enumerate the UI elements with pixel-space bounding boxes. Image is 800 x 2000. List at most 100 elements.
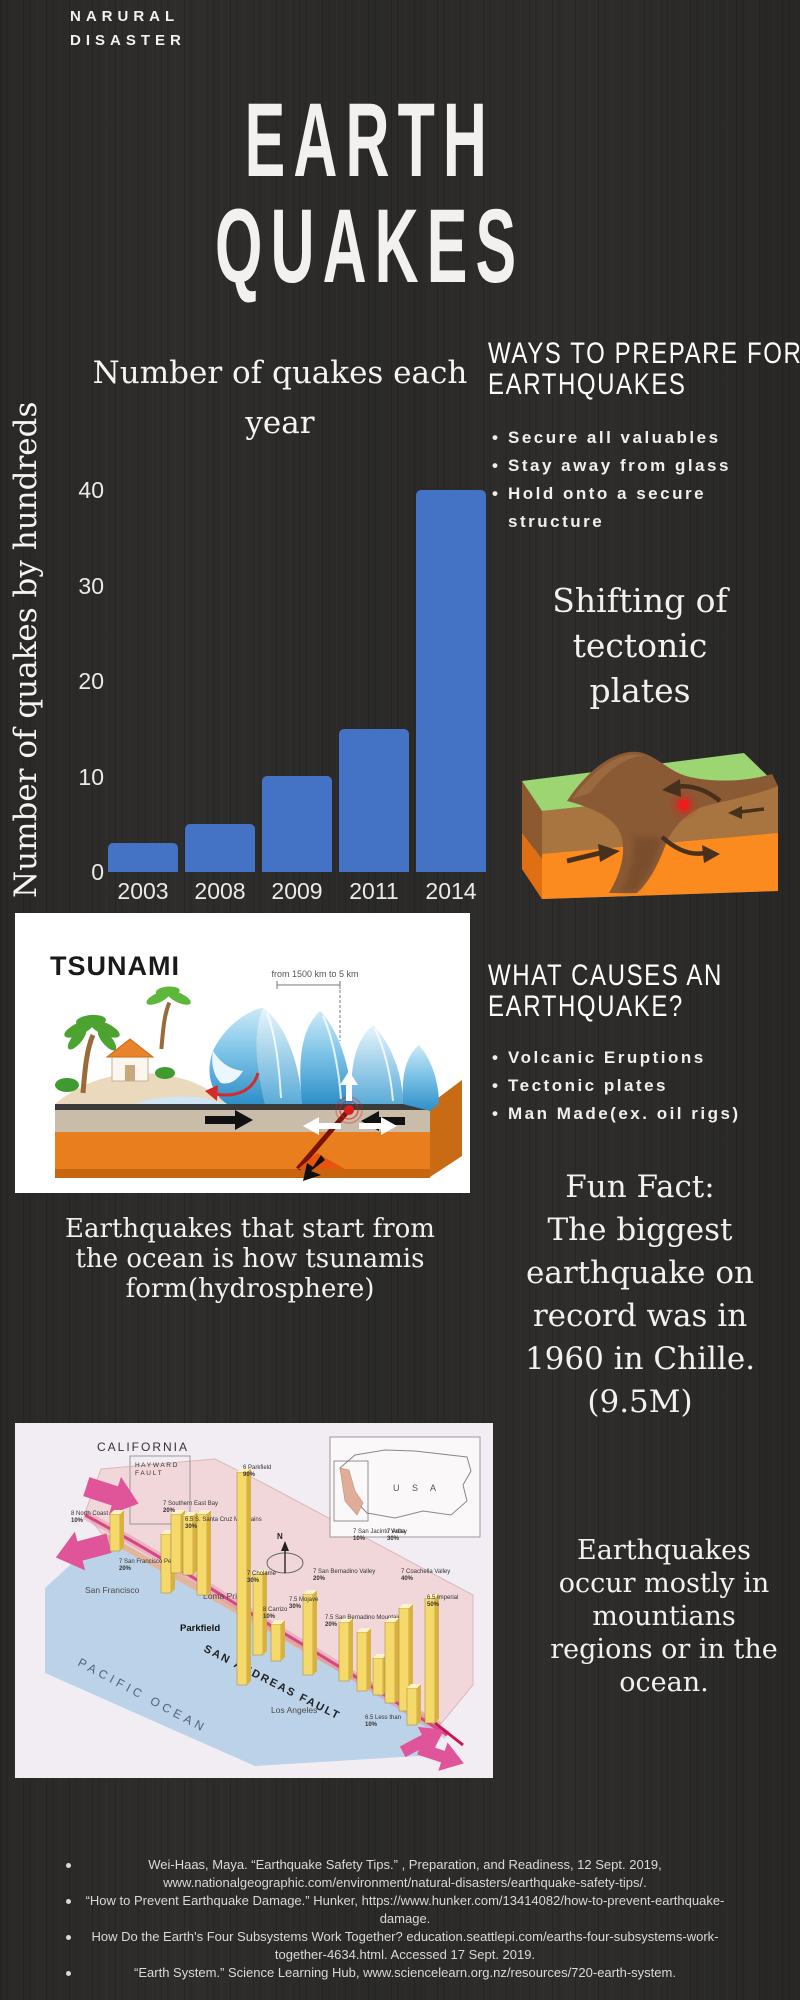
- eyebrow-label: NARURAL DISASTER: [70, 5, 186, 53]
- list-item: • Secure all valuables: [492, 424, 800, 452]
- hayward-fault-label2: F A U L T: [135, 1470, 162, 1477]
- x-tick-label: 2011: [349, 878, 399, 904]
- crust-line: [55, 1104, 430, 1110]
- y-tick-label: 20: [78, 668, 104, 694]
- map-site-label: 7 Coachella Valley 40%: [401, 1569, 450, 1582]
- shrub: [55, 1067, 175, 1092]
- x-tick-label: 2003: [117, 878, 169, 904]
- map-probability-bar: [109, 1510, 124, 1552]
- citation: “How to Prevent Earthquake Damage.” Hunk…: [60, 1892, 750, 1928]
- map-probability-bar: [270, 1620, 285, 1662]
- inset-california: [339, 1467, 364, 1516]
- map-probability-bar: [236, 1468, 251, 1686]
- list-item: • Volcanic Eruptions: [492, 1044, 800, 1072]
- map-bars: 8 North Coast 10% 7 San Francisco Peninsul…: [71, 1465, 458, 1728]
- house-door: [125, 1065, 135, 1081]
- y-axis-title: Number of quakes by hundreds: [8, 401, 44, 898]
- foam-lines: [266, 1012, 394, 1102]
- city-label-sf: San Francisco: [85, 1585, 140, 1595]
- eyebrow-line2: DISASTER: [70, 32, 186, 49]
- list-item: • Stay away from glass: [492, 452, 800, 480]
- city-label-la: Los Angeles: [271, 1705, 317, 1715]
- map-site-label: 7.5 San Bernadino Mountains 20%: [325, 1615, 404, 1628]
- hayward-fault-label1: H A Y W A R D: [135, 1462, 178, 1469]
- prepare-heading: WAYS TO PREPARE FOR EARTHQUAKES: [488, 337, 800, 401]
- plate-motion-arrows: [566, 779, 765, 864]
- map-probability-bar: [196, 1510, 211, 1596]
- x-tick-label: 2009: [271, 878, 323, 904]
- page-title: EARTH QUAKES: [0, 88, 740, 300]
- map-title: CALIFORNIA: [97, 1440, 189, 1454]
- map-site-label: 7.5 Mojave 30%: [289, 1597, 319, 1610]
- bullet-icon: •: [492, 484, 501, 503]
- map-site-label: 7 San Francisco Peninsula 20%: [119, 1559, 191, 1572]
- mantle-layer: [55, 1132, 430, 1169]
- chart-title: Number of quakes each year: [92, 355, 468, 441]
- bar-2008: [185, 824, 255, 872]
- map-site-label: 8 Carrizo 10%: [263, 1607, 288, 1620]
- block-left-face-lower: [522, 833, 542, 899]
- bullet-icon: [66, 1899, 71, 1904]
- compass-n-label: N: [277, 1532, 283, 1541]
- mountains-note: Earthquakes occur mostly in mountians re…: [550, 1535, 778, 1698]
- list-item: • Hold onto a secure structure: [492, 480, 800, 536]
- california-map-figure: PACIFIC OCEAN SAN ANDREAS FAULT CALIFORN…: [15, 1423, 493, 1778]
- tsunami-figure: TSUNAMI from 1500 km to 5 km: [15, 913, 470, 1193]
- x-tick-label: 2008: [194, 878, 246, 904]
- map-site-label: 7 Southern East Bay 20%: [163, 1501, 218, 1514]
- palm-tree: [64, 1014, 120, 1094]
- map-probability-bar: [302, 1590, 317, 1676]
- map-probability-bar: [424, 1594, 439, 1724]
- bullet-icon: •: [492, 1076, 501, 1095]
- wave-ridge: [255, 1008, 302, 1104]
- tsunami-label: TSUNAMI: [50, 951, 180, 981]
- bar-2014: [416, 490, 486, 872]
- hayward-fault-box: [129, 1455, 191, 1525]
- list-item: • Man Made(ex. oil rigs): [492, 1100, 800, 1128]
- bullet-icon: •: [492, 456, 501, 475]
- bullet-icon: •: [492, 1104, 501, 1123]
- beach: [55, 1073, 227, 1104]
- bar-2003: [108, 843, 178, 872]
- eyebrow-line1: NARURAL: [70, 8, 180, 25]
- map-site-label: 6.5 S. Santa Cruz Mountains 30%: [185, 1517, 262, 1530]
- map-probability-bar: [338, 1618, 353, 1682]
- bar-2011: [339, 729, 409, 872]
- tectonic-plates-illustration: [522, 751, 778, 899]
- tsunami-caption: Earthquakes that start from the ocean is…: [65, 1214, 435, 1304]
- causes-heading: WHAT CAUSES AN EARTHQUAKE?: [488, 959, 723, 1023]
- citations-list: Wei-Haas, Maya. “Earthquake Safety Tips.…: [60, 1856, 750, 1982]
- california-map-illustration: PACIFIC OCEAN SAN ANDREAS FAULT CALIFORN…: [15, 1423, 493, 1778]
- drawback-water: [135, 1096, 227, 1104]
- house-roof: [105, 1038, 155, 1058]
- epicenter-dot: [344, 1105, 354, 1115]
- bullet-icon: •: [492, 428, 501, 447]
- y-tick-label: 40: [78, 477, 104, 503]
- map-site-label: 7 Cholame 30%: [247, 1571, 277, 1584]
- plate-ridge: [572, 754, 644, 799]
- citation: Wei-Haas, Maya. “Earthquake Safety Tips.…: [60, 1856, 750, 1892]
- spreading-arrows: [303, 1071, 397, 1135]
- subducting-plate: [567, 751, 778, 893]
- causes-list: • Volcanic Eruptions • Tectonic plates • Ma…: [492, 1044, 800, 1128]
- bullet-icon: [66, 1971, 71, 1976]
- map-probability-bar: [356, 1628, 371, 1692]
- wavelength-annotation: from 1500 km to 5 km: [271, 969, 358, 979]
- map-site-label: 7 San Jacinto Valley 10%: [353, 1529, 407, 1542]
- bar-2009: [262, 776, 332, 872]
- map-site-label: 6 Parkfield 90%: [243, 1465, 271, 1478]
- house: [105, 1038, 155, 1082]
- map-probability-bar: [406, 1684, 421, 1726]
- y-tick-label: 30: [78, 572, 104, 599]
- fault-tail: [434, 1721, 464, 1747]
- map-site-label: 7 Anza 30%: [387, 1529, 406, 1542]
- bullet-icon: [66, 1863, 71, 1868]
- x-axis-labels: 2003 2008 2009 2011 2014: [108, 878, 488, 905]
- map-site-label: 7 San Bernadino Valley 20%: [313, 1569, 375, 1582]
- bar-plot: [108, 470, 488, 872]
- epicenter-dot: [678, 799, 690, 811]
- map-probability-bar: [182, 1512, 197, 1576]
- palm-tree: [146, 986, 191, 1050]
- prepare-list: • Secure all valuables • Stay away from gl…: [492, 424, 800, 536]
